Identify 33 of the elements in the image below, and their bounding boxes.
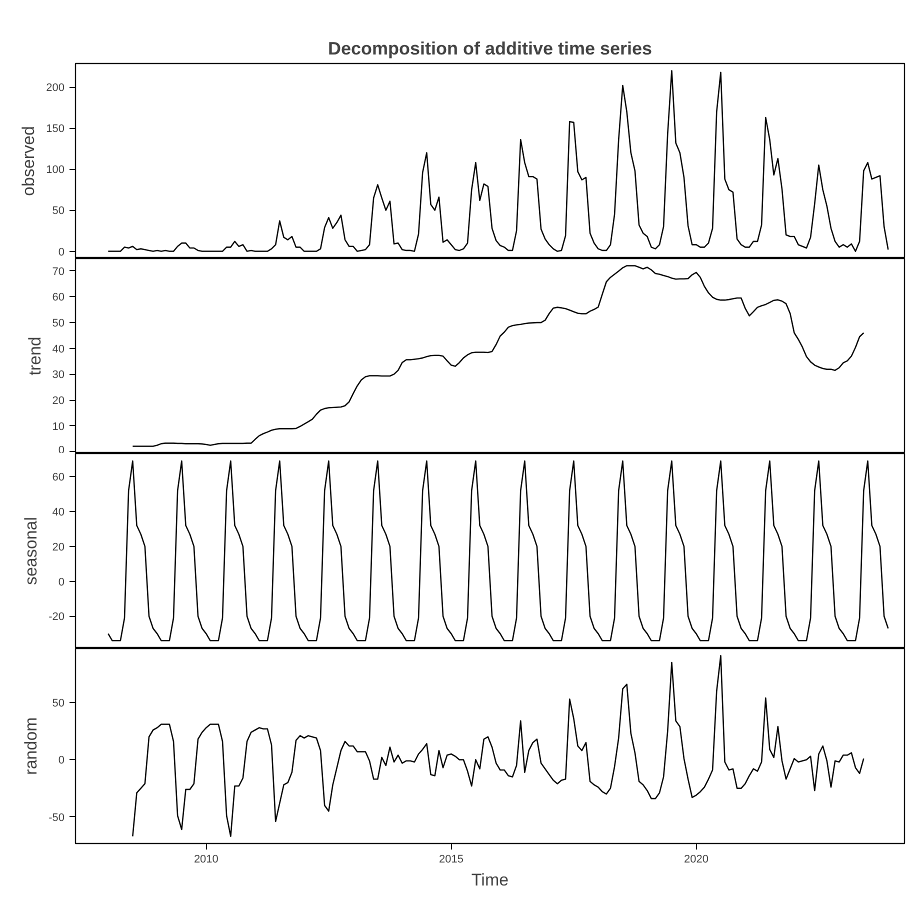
- y-axis-title: observed: [19, 126, 38, 196]
- x-tick-label: 2010: [194, 854, 218, 866]
- y-tick-label: 70: [52, 266, 65, 278]
- y-tick-label: 10: [52, 420, 65, 433]
- y-tick-label: 20: [52, 395, 65, 408]
- chart-title: Decomposition of additive time series: [328, 38, 652, 58]
- y-tick-label: 50: [52, 318, 65, 330]
- y-tick-label: 0: [58, 246, 65, 258]
- y-tick-label: 60: [52, 292, 65, 304]
- y-tick-label: 50: [52, 698, 65, 710]
- x-tick-label: 2015: [438, 854, 464, 866]
- y-axis-title: random: [22, 717, 41, 775]
- line-series: [132, 265, 864, 447]
- x-axis-title: Time: [471, 870, 509, 890]
- y-tick-label: 30: [52, 369, 65, 382]
- y-tick-label: 150: [46, 123, 65, 136]
- y-tick-label: 50: [52, 205, 65, 218]
- y-tick-label: -50: [48, 812, 65, 824]
- y-tick-label: 20: [52, 541, 65, 554]
- y-tick-label: -20: [48, 611, 65, 624]
- line-series: [108, 460, 889, 642]
- y-axis-title: trend: [25, 336, 44, 376]
- x-tick-label: 2020: [684, 854, 708, 866]
- y-tick-label: 200: [46, 82, 65, 94]
- line-series: [108, 70, 889, 252]
- y-tick-label: 0: [58, 576, 65, 588]
- y-tick-label: 100: [46, 164, 65, 176]
- y-tick-label: 0: [58, 754, 65, 767]
- y-axis-title: seasonal: [22, 516, 41, 586]
- line-series: [132, 655, 864, 837]
- y-tick-label: 40: [52, 506, 65, 519]
- y-tick-label: 40: [52, 343, 65, 356]
- y-tick-label: 60: [52, 472, 65, 484]
